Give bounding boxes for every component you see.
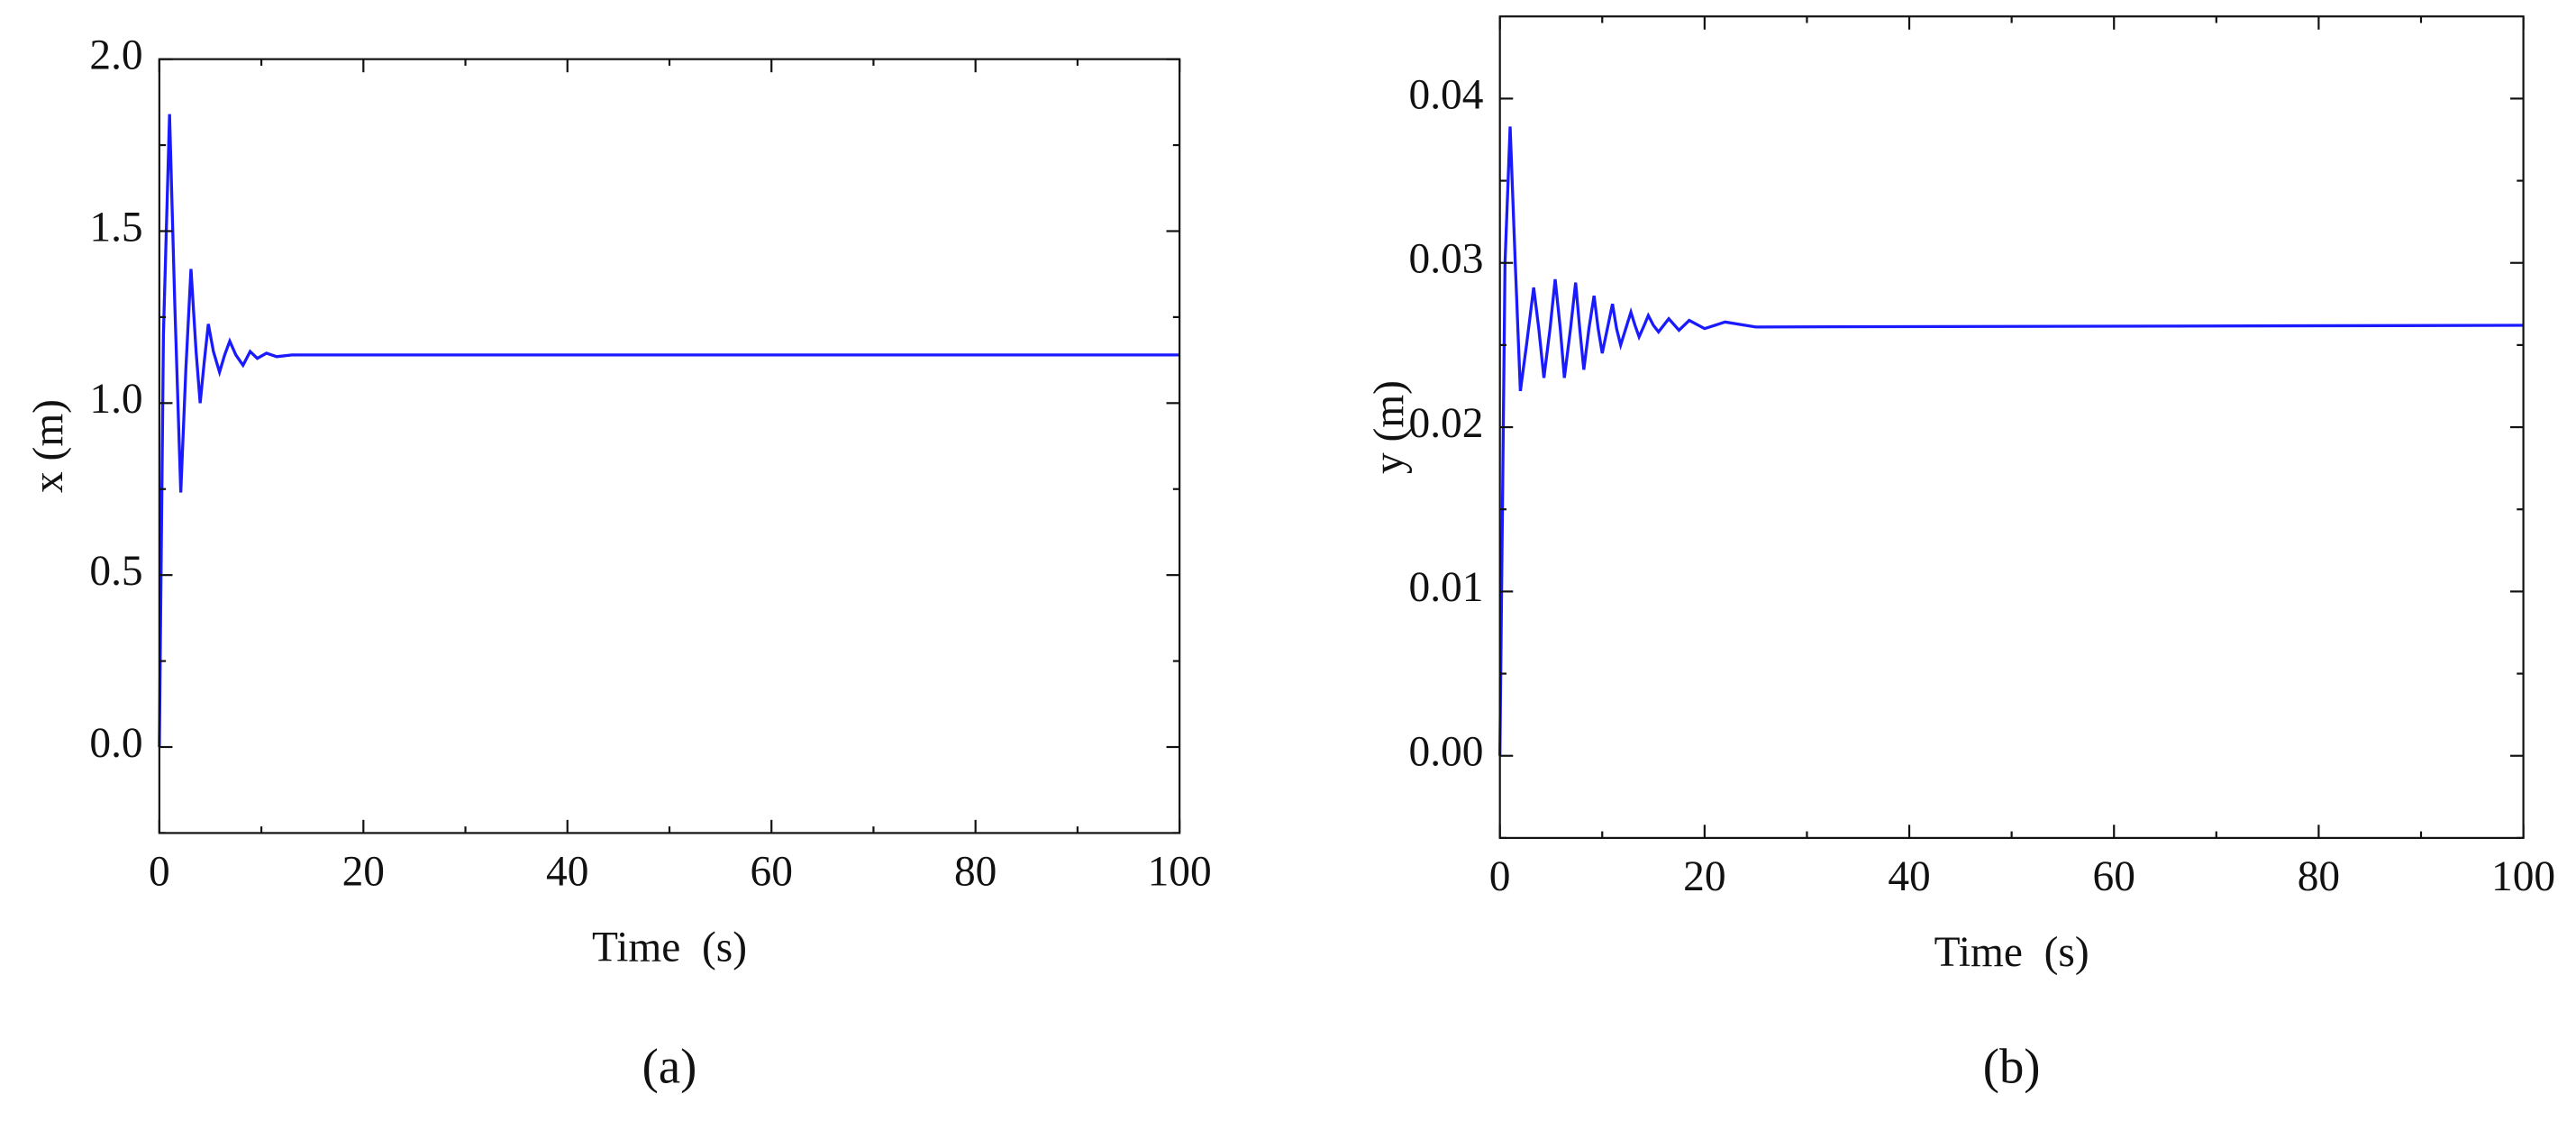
y-tick-label: 0.04: [1409, 71, 1484, 118]
y-axis-label: x (m): [25, 399, 72, 493]
x-tick-label: 20: [1683, 853, 1725, 900]
x-tick-label: 60: [2093, 853, 2135, 900]
panel-caption: (b): [1983, 1038, 2041, 1093]
y-tick-label: 0.0: [89, 720, 142, 767]
x-tick-label: 100: [1148, 849, 1212, 896]
plot-frame: [158, 58, 1181, 834]
y-tick-label: 0.5: [89, 548, 142, 595]
y-tick-label: 2.0: [89, 32, 142, 79]
x-tick-label: 40: [546, 849, 588, 896]
x-tick-label: 0: [149, 849, 170, 896]
x-axis-label: Time (s): [592, 925, 747, 971]
y-tick-label: 1.5: [89, 204, 142, 251]
y-tick-label: 0.01: [1409, 564, 1484, 611]
x-tick-label: 0: [1489, 853, 1511, 900]
data-line: [1498, 126, 2524, 756]
chart-panel: 0 20 40 60 80 100 0.0 0.5 1.0 1.5 2.0 Time (s) x (m)…: [25, 32, 1211, 1094]
x-tick-label: 60: [751, 849, 793, 896]
y-tick-label: 0.02: [1409, 400, 1484, 447]
figure-root: 0 20 40 60 80 100 0.0 0.5 1.0 1.5 2.0 Time (s) x (m)…: [25, 15, 2555, 1094]
x-tick-label: 80: [954, 849, 997, 896]
plot-frame: [1498, 15, 2525, 839]
y-tick-label: 0.03: [1409, 236, 1484, 283]
x-tick-label: 40: [1888, 853, 1930, 900]
x-tick-label: 80: [2298, 853, 2340, 900]
y-axis-label: y (m): [1366, 380, 1413, 474]
panel-caption: (a): [642, 1038, 697, 1093]
x-tick-label: 20: [342, 849, 385, 896]
x-axis-label: Time (s): [1934, 929, 2089, 976]
chart-panel: 0 20 40 60 80 100 0.00 0.01 0.02 0.03 0.04 Time (s)…: [1366, 15, 2555, 1093]
y-tick-label: 1.0: [89, 376, 142, 423]
data-line: [158, 114, 1180, 748]
x-tick-label: 100: [2491, 853, 2555, 900]
y-tick-label: 0.00: [1409, 729, 1484, 776]
